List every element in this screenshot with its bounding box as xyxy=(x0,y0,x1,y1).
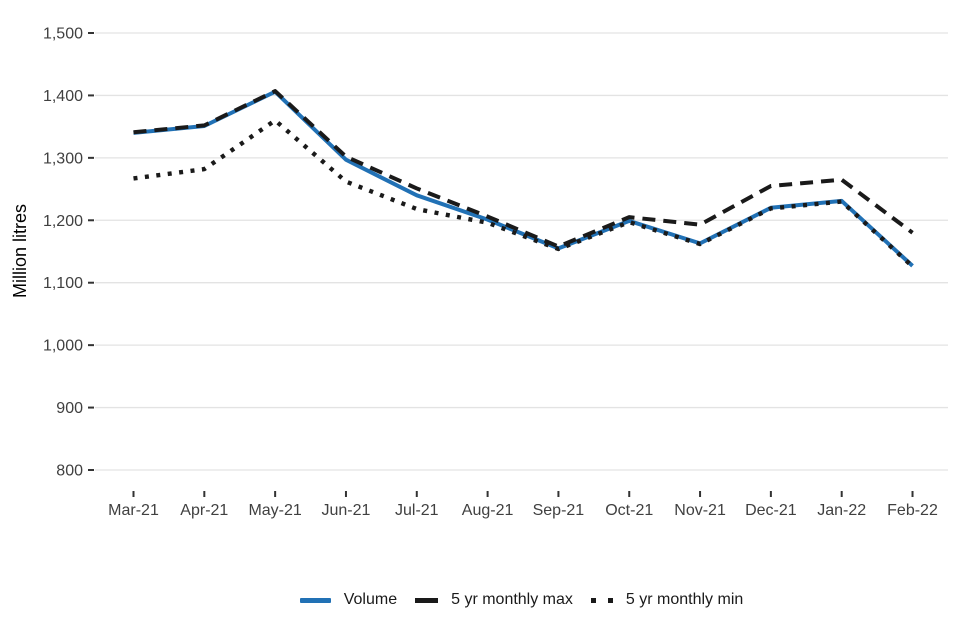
dot-swatch-square xyxy=(590,597,596,603)
chart-legend: Volume 5 yr monthly max 5 yr monthly min xyxy=(95,586,948,614)
x-tick-label: Dec-21 xyxy=(745,502,797,519)
y-tick-label: 1,000 xyxy=(43,338,83,355)
x-tick-label: Feb-22 xyxy=(887,502,938,519)
volume-line xyxy=(133,89,914,268)
x-tick-label: Sep-21 xyxy=(533,502,585,519)
legend-dash-swatch-icon xyxy=(415,597,439,603)
x-tick-label: Aug-21 xyxy=(462,502,514,519)
dot-swatch-square xyxy=(607,597,613,603)
legend-label: Volume xyxy=(343,591,398,608)
y-axis-title: Million litres xyxy=(10,204,30,298)
x-tick-label: Jun-21 xyxy=(321,502,370,519)
x-tick-label: Jan-22 xyxy=(817,502,866,519)
legend-item: 5 yr monthly min xyxy=(590,591,744,609)
legend-label: 5 yr monthly min xyxy=(625,591,744,608)
y-gridlines xyxy=(95,32,948,471)
x-tick-label: Nov-21 xyxy=(674,502,726,519)
x-tick-label: May-21 xyxy=(248,502,301,519)
x-tick-label: Oct-21 xyxy=(605,502,653,519)
y-tick-labels: 800 900 1,000 1,100 1,200 1,300 1,400 1,500 xyxy=(43,25,83,479)
legend-dots-swatch-icon xyxy=(590,597,613,603)
legend-label: 5 yr monthly max xyxy=(451,591,573,608)
max-line xyxy=(133,89,914,249)
y-tick-label: 1,100 xyxy=(43,275,83,292)
y-tick-label: 1,300 xyxy=(43,150,83,167)
series-lines xyxy=(133,89,915,269)
y-tick-label: 1,200 xyxy=(43,213,83,230)
x-tick-label: Apr-21 xyxy=(180,502,228,519)
min-line xyxy=(133,118,915,269)
legend-item: 5 yr monthly max xyxy=(415,591,573,609)
x-tick-label: Mar-21 xyxy=(108,502,159,519)
y-tick-label: 1,400 xyxy=(43,88,83,105)
y-tick-marks xyxy=(88,31,94,471)
legend-item: Volume xyxy=(299,591,398,609)
x-tick-marks xyxy=(132,491,914,497)
y-tick-label: 900 xyxy=(56,400,83,417)
y-tick-label: 800 xyxy=(56,463,83,480)
x-tick-label: Jul-21 xyxy=(395,502,439,519)
legend-solid-line-swatch-icon xyxy=(299,597,331,603)
x-tick-labels: Mar-21 Apr-21 May-21 Jun-21 Jul-21 Aug-21 Sep-… xyxy=(108,502,938,519)
y-tick-label: 1,500 xyxy=(43,25,83,42)
